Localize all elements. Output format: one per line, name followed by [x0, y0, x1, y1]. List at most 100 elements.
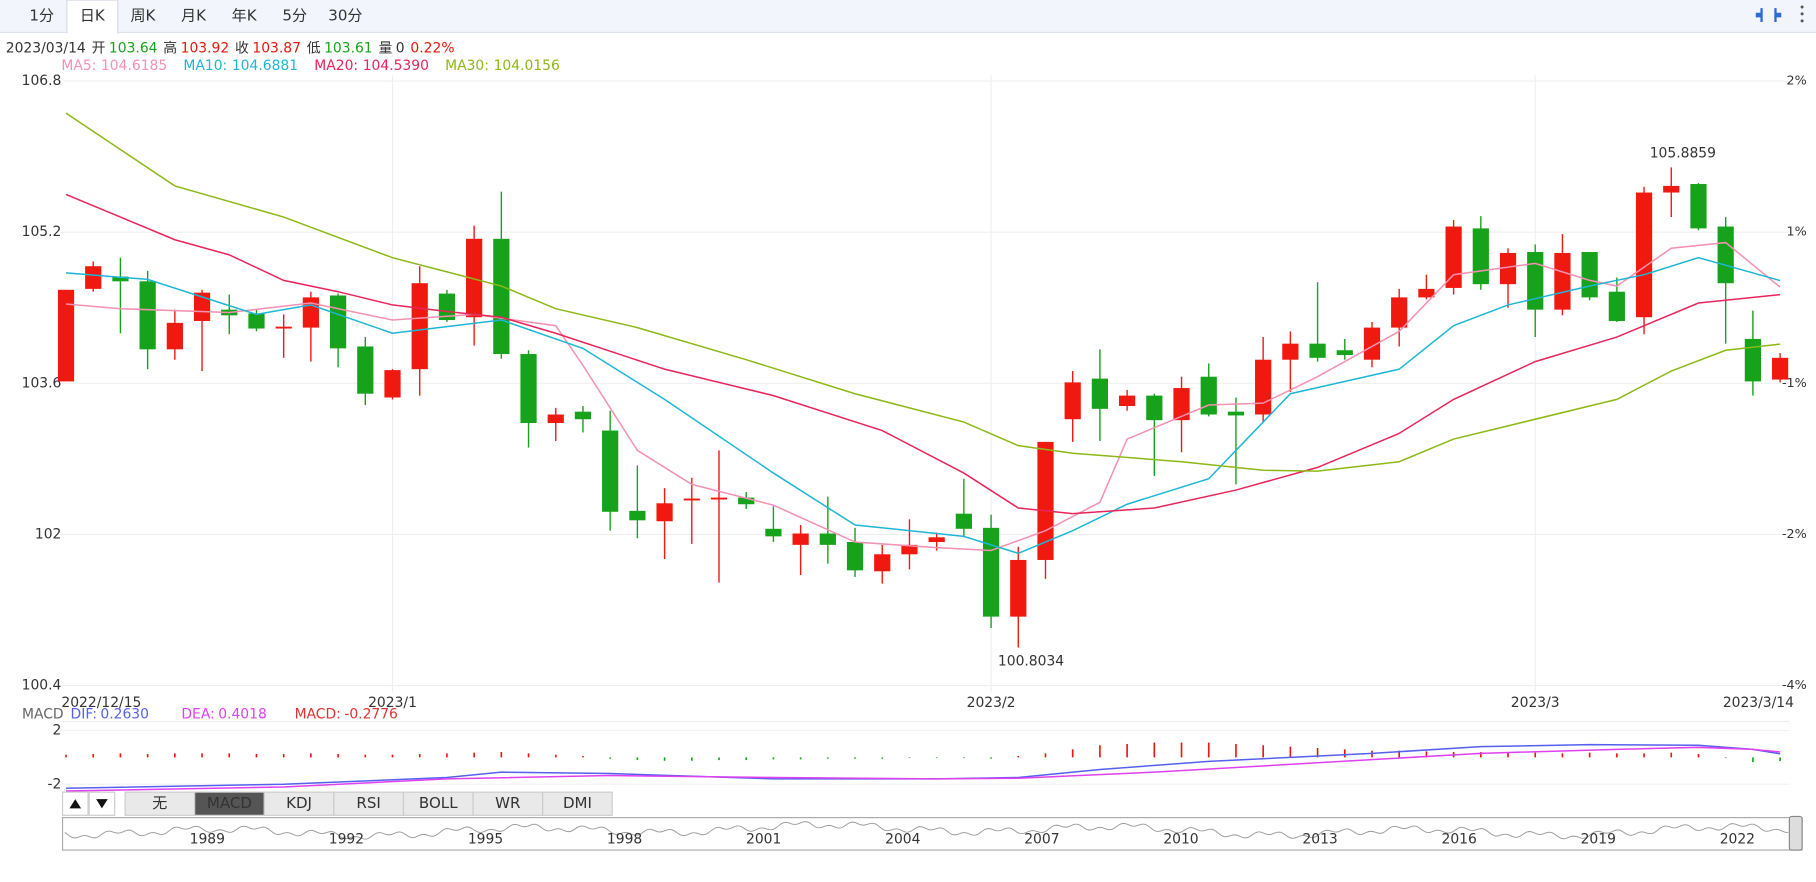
- candle-body: [874, 554, 891, 572]
- candle-body: [1119, 395, 1136, 406]
- period-tab[interactable]: 年K: [232, 7, 258, 25]
- period-tab-label[interactable]: 1分: [29, 7, 54, 25]
- period-tab[interactable]: 1分: [29, 7, 54, 25]
- indicator-tab-label[interactable]: KDJ: [286, 794, 312, 812]
- navigator-handle[interactable]: [1788, 815, 1803, 851]
- period-tab-label[interactable]: 5分: [282, 7, 307, 25]
- scroll-down-button[interactable]: [88, 791, 116, 816]
- legend-value: 104.6881: [232, 58, 298, 74]
- indicator-tab-bg: [542, 791, 613, 816]
- macd-bar: [772, 757, 775, 760]
- candle-body: [1173, 388, 1190, 421]
- candle-body: [1445, 226, 1462, 288]
- ma-line: [65, 193, 1781, 515]
- up-arrow: [69, 799, 82, 809]
- indicator-tab-label[interactable]: RSI: [356, 794, 380, 812]
- indicator-tab[interactable]: 无: [124, 791, 196, 816]
- candle-body: [1771, 357, 1789, 380]
- legend-value: 104.5390: [363, 58, 429, 74]
- indicator-tab[interactable]: MACD: [194, 791, 265, 816]
- legend-name: MA10:: [183, 58, 227, 74]
- macd-bar: [391, 754, 394, 758]
- candle-body: [846, 542, 864, 571]
- indicator-tab-label[interactable]: 无: [152, 794, 167, 812]
- period-tab[interactable]: 月K: [181, 7, 207, 25]
- macd-legend-name: MACD:: [295, 707, 341, 723]
- navigator-year: 2019: [1581, 832, 1616, 848]
- macd-line: [66, 743, 1781, 790]
- candle-body: [411, 283, 428, 370]
- macd-bar: [827, 757, 829, 759]
- candles: [57, 167, 1789, 648]
- ma-line: [65, 256, 1781, 555]
- candle-body: [1472, 228, 1489, 285]
- macd-legend-value: -0.2776: [344, 707, 398, 723]
- indicator-tab-label[interactable]: MACD: [207, 794, 252, 812]
- period-tab-active-bg: [66, 0, 118, 34]
- period-tab[interactable]: 日K: [66, 0, 119, 34]
- candle-body: [520, 354, 537, 423]
- ma-legend: MA5: 104.6185 MA10: 104.6881 MA20: 104.5390 MA…: [61, 58, 559, 74]
- down-arrow: [96, 799, 108, 809]
- candle-body: [1418, 288, 1435, 298]
- macd-bar: [364, 754, 367, 758]
- period-tab-label[interactable]: 日K: [80, 7, 106, 25]
- period-tab[interactable]: 周K: [130, 7, 156, 25]
- period-tab-label[interactable]: 年K: [232, 7, 258, 25]
- period-tab[interactable]: 5分: [282, 7, 307, 25]
- navigator-sparkline: [64, 821, 1789, 840]
- navigator-year: 2010: [1163, 832, 1198, 848]
- indicator-tab-label[interactable]: DMI: [563, 794, 592, 812]
- macd-legend-name: DEA:: [181, 707, 214, 723]
- quote-line: 2023/03/14 开 103.64 高 103.92 收 103.87 低 103.61 量 0…: [6, 40, 455, 57]
- quote-value: 103.64: [109, 41, 158, 57]
- indicator-tab[interactable]: DMI: [542, 791, 613, 816]
- macd-bar: [1752, 757, 1754, 763]
- candle-body: [1499, 252, 1517, 285]
- period-tab-label[interactable]: 30分: [328, 7, 362, 25]
- macd-bar: [1126, 743, 1128, 758]
- collapse-icon[interactable]: [1755, 8, 1782, 23]
- candle-body: [1255, 359, 1272, 415]
- indicator-tab[interactable]: WR: [472, 791, 544, 816]
- macd-bar: [92, 754, 95, 758]
- period-tab[interactable]: 30分: [328, 7, 362, 25]
- period-tab-label[interactable]: 月K: [181, 7, 207, 25]
- indicator-tab[interactable]: KDJ: [263, 791, 335, 816]
- macd-bar: [935, 757, 938, 759]
- low-annotation: 100.8034: [998, 653, 1064, 669]
- candle-body: [1663, 185, 1680, 193]
- macd-bar: [146, 754, 149, 758]
- candle-body: [1608, 291, 1625, 321]
- quote-change: 0.22%: [410, 41, 454, 57]
- candle-body: [1527, 252, 1544, 310]
- candle-body: [1091, 378, 1109, 409]
- more-icon[interactable]: [1800, 5, 1804, 23]
- macd-bar: [745, 757, 748, 761]
- indicator-tab[interactable]: BOLL: [402, 791, 474, 816]
- indicator-tab-label[interactable]: WR: [495, 794, 521, 812]
- macd-line: [66, 746, 1781, 792]
- y2-tick-label: 1%: [1787, 225, 1807, 240]
- candle-body: [982, 527, 1000, 617]
- macd-bar: [228, 753, 231, 758]
- period-tab-label[interactable]: 周K: [130, 7, 156, 25]
- macd-bar: [663, 757, 666, 761]
- indicator-tab-label[interactable]: BOLL: [419, 794, 458, 812]
- y2-tick-label: -4%: [1782, 678, 1807, 693]
- quote-label: 收: [235, 41, 249, 57]
- candle-body: [574, 411, 592, 420]
- scroll-up-button[interactable]: [61, 791, 89, 816]
- candle-body: [438, 293, 456, 321]
- macd-bar: [1779, 757, 1781, 762]
- indicator-tab[interactable]: RSI: [333, 791, 404, 816]
- candle-body: [602, 430, 619, 512]
- x-tick-label: 2023/1: [368, 695, 417, 711]
- macd-bar: [990, 757, 992, 759]
- candle-body: [466, 238, 483, 318]
- macd-bar: [527, 753, 530, 758]
- toolbar: [0, 0, 1816, 33]
- navigator-year: 2016: [1442, 832, 1477, 848]
